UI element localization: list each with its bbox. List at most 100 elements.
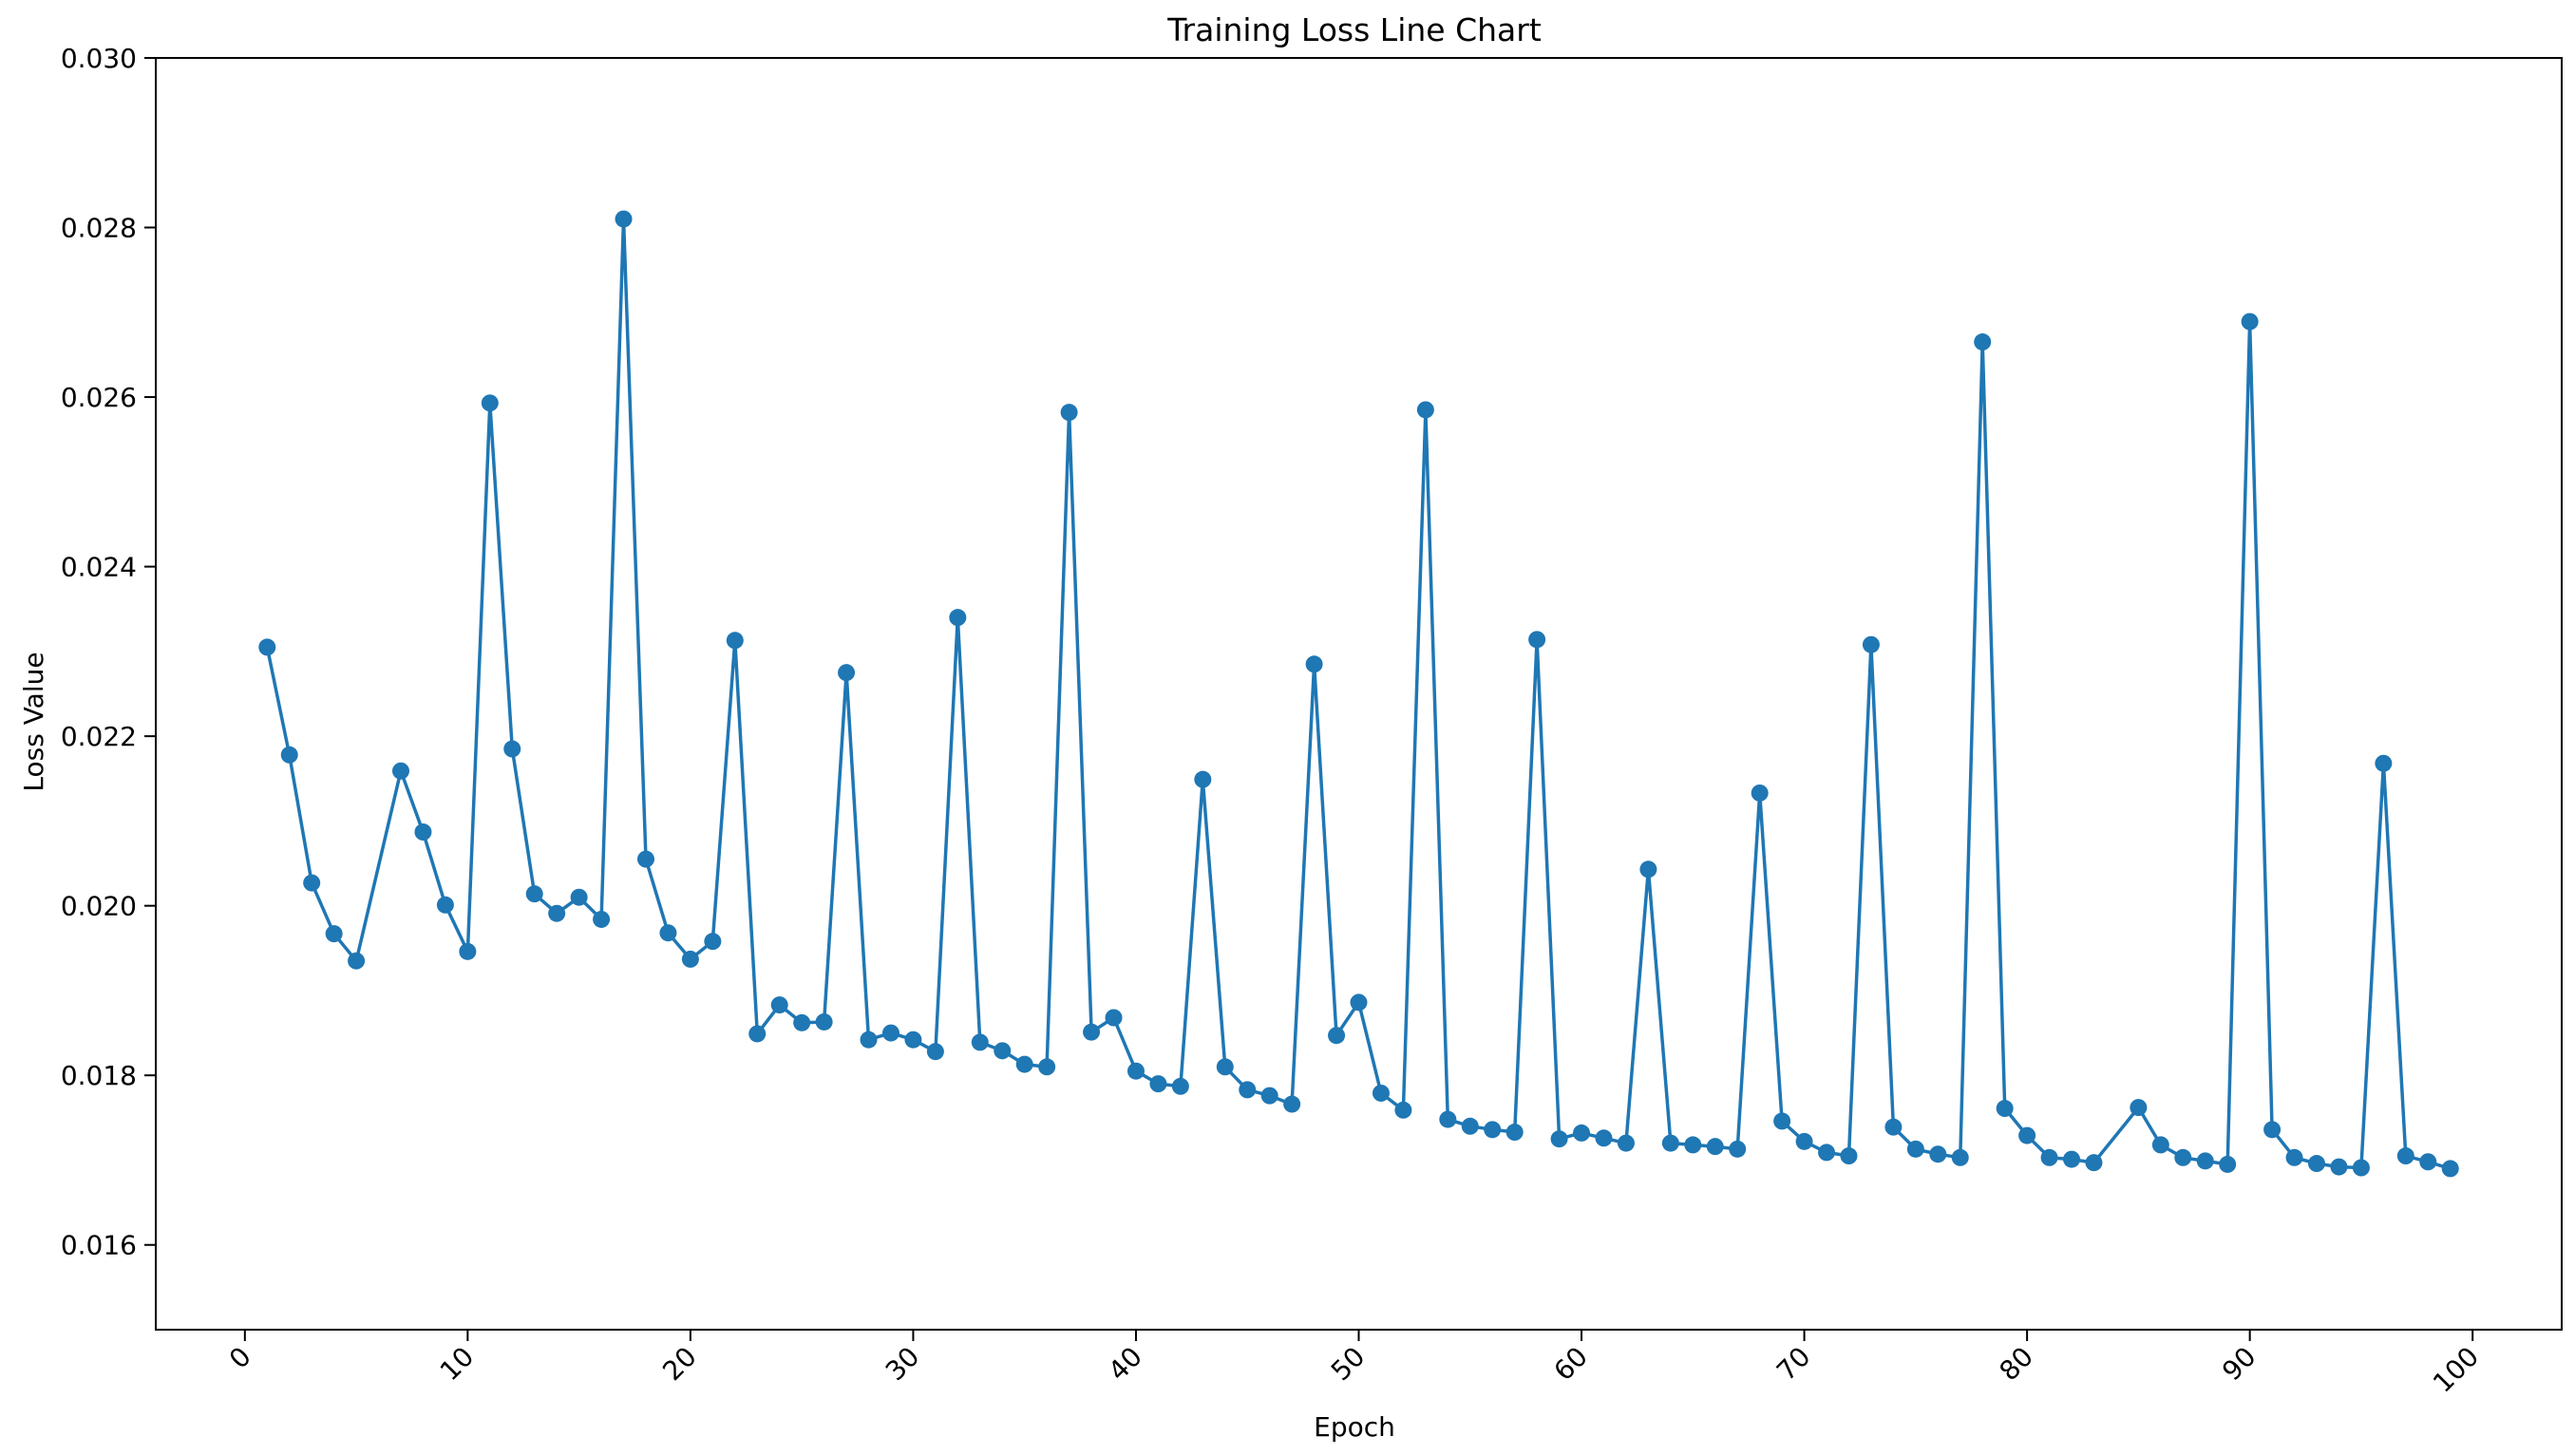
data-point	[1416, 401, 1434, 419]
data-point	[1305, 655, 1323, 673]
data-point	[681, 950, 699, 968]
data-point	[770, 996, 788, 1014]
data-point	[815, 1012, 833, 1031]
data-point	[1751, 784, 1769, 802]
data-point	[1015, 1055, 1033, 1073]
data-point	[1684, 1136, 1702, 1154]
y-axis-label: Loss Value	[18, 652, 49, 791]
data-point	[2085, 1154, 2103, 1172]
data-point	[1595, 1129, 1613, 1147]
data-point	[1505, 1124, 1524, 1142]
data-point	[1573, 1124, 1591, 1142]
data-point	[1951, 1148, 1969, 1166]
y-tick-label: 0.028	[61, 213, 137, 244]
y-tick-label: 0.020	[61, 891, 137, 922]
data-point	[570, 888, 588, 906]
data-point	[2441, 1160, 2459, 1178]
data-point	[2219, 1155, 2237, 1173]
data-point	[1171, 1077, 1189, 1095]
x-axis-label: Epoch	[1314, 1411, 1395, 1443]
data-point	[904, 1031, 922, 1049]
data-point	[436, 896, 454, 914]
data-point	[325, 925, 343, 943]
data-point	[593, 910, 611, 928]
data-point	[1974, 333, 1992, 351]
data-point	[1350, 993, 1368, 1012]
y-tick-label: 0.016	[61, 1230, 137, 1261]
data-point	[2040, 1148, 2058, 1166]
data-point	[391, 762, 409, 780]
data-point	[1706, 1138, 1724, 1156]
data-point	[1862, 635, 1880, 653]
data-point	[1818, 1144, 1836, 1162]
data-point	[615, 210, 633, 228]
data-point	[414, 823, 432, 841]
data-point	[994, 1042, 1012, 1060]
y-tick-label: 0.024	[61, 552, 137, 583]
data-point	[971, 1033, 989, 1051]
data-point	[2263, 1121, 2282, 1139]
data-point	[1461, 1117, 1479, 1135]
data-point	[2330, 1158, 2348, 1176]
data-point	[2396, 1147, 2414, 1165]
y-tick-label: 0.026	[61, 382, 137, 413]
data-point	[926, 1043, 944, 1061]
data-point	[1149, 1075, 1167, 1093]
data-point	[2419, 1153, 2437, 1171]
data-point	[1283, 1095, 1301, 1113]
y-tick-label: 0.018	[61, 1060, 137, 1091]
data-point	[1996, 1100, 2014, 1118]
data-point	[280, 746, 298, 764]
data-point	[2375, 754, 2393, 772]
data-point	[881, 1024, 899, 1042]
data-point	[2196, 1152, 2214, 1170]
data-point	[1372, 1084, 1390, 1102]
data-point	[548, 904, 566, 922]
data-point	[1729, 1140, 1747, 1158]
data-point	[2308, 1155, 2326, 1173]
data-point	[348, 952, 366, 970]
data-point	[860, 1031, 878, 1049]
data-point	[659, 924, 677, 942]
data-point	[2018, 1126, 2036, 1144]
data-point	[1484, 1121, 1502, 1139]
data-point	[1773, 1112, 1791, 1130]
data-point	[636, 850, 654, 868]
data-point	[1795, 1132, 1813, 1150]
data-point	[1617, 1134, 1635, 1152]
data-point	[1239, 1081, 1257, 1099]
data-point	[503, 740, 521, 758]
data-point	[1528, 631, 1546, 649]
data-point	[1550, 1130, 1568, 1148]
data-point	[1906, 1140, 1924, 1158]
data-point	[1394, 1101, 1412, 1119]
data-point	[2352, 1159, 2370, 1177]
data-point	[1038, 1058, 1056, 1076]
data-point	[726, 632, 744, 650]
data-point	[1884, 1118, 1903, 1136]
data-point	[1439, 1110, 1457, 1128]
data-point	[1105, 1009, 1123, 1027]
data-point	[2063, 1150, 2081, 1168]
data-point	[525, 885, 543, 903]
y-tick-label: 0.022	[61, 721, 137, 752]
data-point	[1929, 1145, 1947, 1163]
data-point	[258, 638, 276, 656]
data-point	[303, 874, 321, 892]
data-point	[2174, 1148, 2192, 1166]
data-point	[1216, 1058, 1234, 1076]
data-point	[2285, 1148, 2303, 1166]
data-point	[2241, 312, 2259, 331]
chart-title: Training Loss Line Chart	[1166, 11, 1542, 48]
data-point	[1083, 1023, 1101, 1041]
data-point	[481, 394, 499, 412]
data-point	[1260, 1087, 1278, 1105]
data-point	[793, 1013, 811, 1031]
data-point	[1328, 1027, 1346, 1045]
data-point	[1060, 404, 1078, 422]
data-point	[1661, 1134, 1679, 1152]
data-point	[748, 1025, 767, 1043]
